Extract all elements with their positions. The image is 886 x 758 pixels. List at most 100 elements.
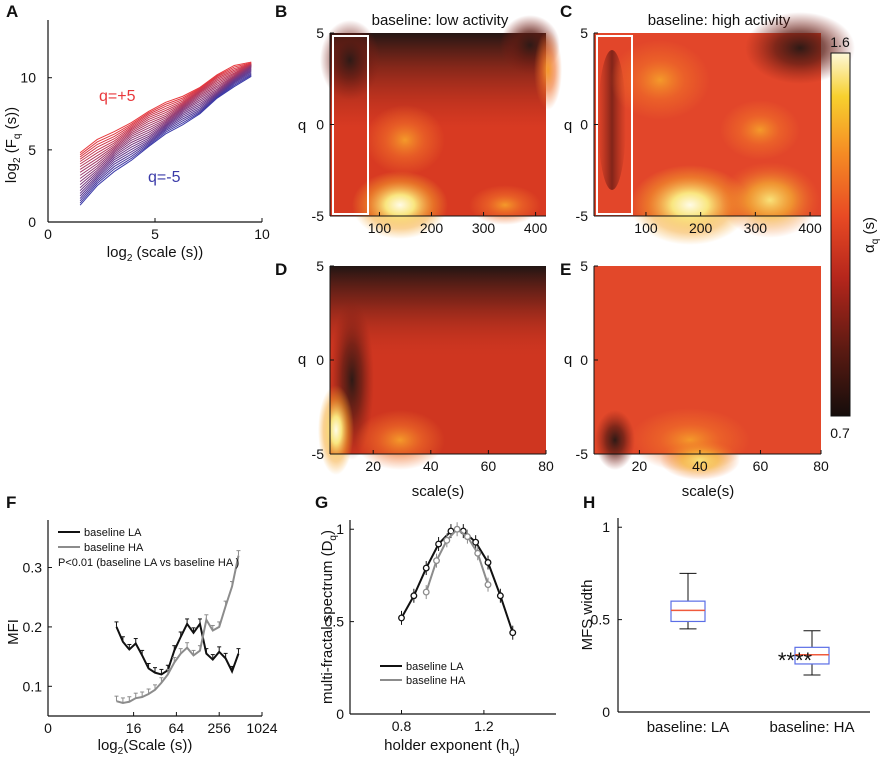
g-point [423,565,429,571]
colorbar: 1.6 0.7 αq (s) [830,34,881,441]
f-xtick-label: 1024 [246,720,277,736]
e-dark-spot [595,410,635,470]
dTicks-ytick-label: 5 [316,258,324,274]
g-point [473,539,479,545]
dTicks-xtick-label: 80 [538,458,554,474]
g-xtick-label: 0.8 [392,718,412,734]
panel-a: A 0 5 10 0 5 10 q=+5 q=-5 log2 (scale (s)) lo… [3,2,270,264]
cTicks-xtick-label: 200 [689,220,713,236]
eTicks-ytick-label: -5 [576,446,589,462]
panel-letter-b: B [275,2,287,21]
f-y-label: MFI [5,619,22,645]
g-point [485,560,491,566]
panel-c: C baseline: high activity 100 200 300 400 5 0… [560,2,855,245]
panel-h: H 00.51 **** MFS width baseline: LA base… [579,493,870,736]
g-x-label: holder exponent (hq) [384,737,520,757]
g-legend-ha: baseline HA [406,675,466,687]
dTicks-xtick-label: 60 [481,458,497,474]
g-plot [399,522,516,639]
a-x-label: log2 (scale (s)) [107,244,203,264]
h-ytick-label: 1 [602,519,610,535]
c-orange-top [610,40,710,120]
cTicks-xtick-label: 400 [798,220,822,236]
a-y-label: log2 (Fq (s)) [3,107,23,183]
panel-letter-c: C [560,2,572,21]
colorbar-label: αq (s) [861,217,881,253]
panel-b: B baseline: low activity 100 200 300 400 5 0 -… [275,2,562,239]
a-xtick-label: 10 [254,226,270,242]
g-legend-la: baseline LA [406,661,464,673]
bTicks-ytick-label: 5 [316,25,324,41]
c-y-label: q [564,117,572,134]
panel-letter-a: A [6,2,18,21]
g-point [498,593,504,599]
h-category-la: baseline: LA [647,719,730,736]
bTicks-ytick-label: -5 [312,208,325,224]
b-dark-blob [320,20,380,100]
eTicks-xtick-label: 20 [632,458,648,474]
a-ytick-label: 0 [28,214,36,230]
a-ytick-label: 5 [28,142,36,158]
g-ytick-label: 0 [336,706,344,722]
g-point [485,582,491,588]
colorbar-max: 1.6 [830,34,850,50]
a-xtick-label: 5 [151,226,159,242]
b-orange-spot [469,185,541,225]
f-legend-ha: baseline HA [84,542,144,554]
f-xtick-label: 0 [44,720,52,736]
b-orange-mid [365,105,445,175]
e-x-label: scale(s) [682,483,735,500]
eTicks-ytick-label: 0 [580,352,588,368]
a-ticks: 0 5 10 0 5 10 [20,70,270,242]
panel-e: E 20 40 60 80 5 0 -5 q scale(s) [560,258,829,500]
colorbar-min: 0.7 [830,425,850,441]
bTicks-xtick-label: 400 [524,220,548,236]
g-point [436,541,442,547]
panel-letter-f: F [6,493,16,512]
d-x-label: scale(s) [412,483,465,500]
figure: A 0 5 100510 q=+5 q=-5 log2 (scale (s)) lo… [0,0,886,758]
eTicks-xtick-label: 80 [813,458,829,474]
a-annotation-qpos: q=+5 [99,88,136,105]
h-y-label: MFS width [579,580,596,651]
panel-letter-d: D [275,260,287,279]
g-point [510,630,516,636]
g-point [454,526,460,532]
bTicks-ytick-label: 0 [316,117,324,133]
dTicks-xtick-label: 40 [423,458,439,474]
f-xtick-label: 64 [169,720,185,736]
g-xtick-label: 1.2 [474,718,494,734]
e-y-label: q [564,351,572,368]
eTicks-xtick-label: 60 [753,458,769,474]
g-ytick-label: 1 [336,521,344,537]
dTicks-ytick-label: -5 [312,446,325,462]
h-ytick-label: 0 [602,704,610,720]
f-ticks: 0 16 64 256 1024 0.1 0.2 0.3 [23,560,278,736]
g-series-0 [402,531,513,633]
f-xtick-label: 16 [126,720,142,736]
g-point [434,558,440,564]
cTicks-ytick-label: 0 [580,117,588,133]
panel-letter-g: G [315,493,328,512]
f-legend-la: baseline LA [84,527,142,539]
cTicks-ytick-label: 5 [580,25,588,41]
b-title: baseline: low activity [372,12,509,29]
cTicks-xtick-label: 300 [744,220,768,236]
h-box [671,601,705,621]
f-series-0 [116,624,238,674]
cTicks-ytick-label: -5 [576,208,589,224]
f-xtick-label: 256 [208,720,232,736]
f-plot [114,551,240,703]
a-ytick-label: 10 [20,70,36,86]
eTicks-xtick-label: 40 [692,458,708,474]
b-y-label: q [298,117,306,134]
eTicks-ytick-label: 5 [580,258,588,274]
f-series-1 [116,556,238,703]
bTicks-xtick-label: 100 [368,220,392,236]
f-ytick-label: 0.1 [23,678,43,694]
f-x-label: log2(Scale (s)) [98,737,193,757]
panel-f: F 0 16 64 256 10240.10.20.3 baseline LA base… [5,493,278,757]
h-category-ha: baseline: HA [769,719,854,736]
g-point [399,615,405,621]
g-point [423,589,429,595]
